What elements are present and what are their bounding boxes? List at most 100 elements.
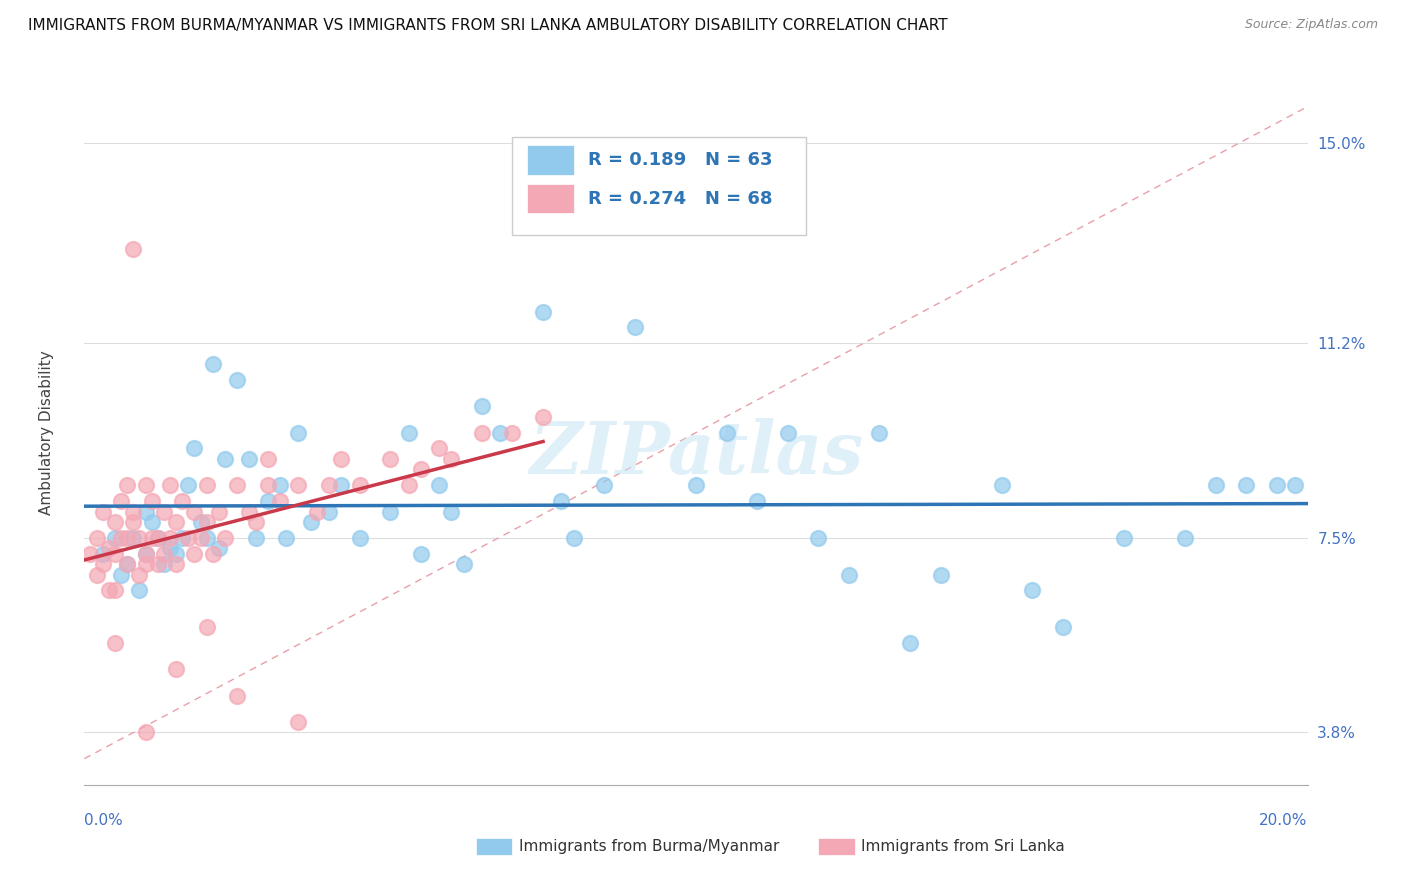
Point [226,373,249,387]
Point [276,531,298,545]
Point [104,636,127,650]
Point [135,547,157,561]
Point [1174,531,1197,545]
FancyBboxPatch shape [527,184,574,213]
Point [453,557,475,571]
Point [238,504,260,518]
Point [440,451,463,466]
Point [165,557,187,571]
Point [135,504,157,518]
Point [624,320,647,334]
Point [226,689,249,703]
Point [349,478,371,492]
Point [97,583,120,598]
Point [122,504,145,518]
Point [226,478,249,492]
Point [195,478,218,492]
Point [269,478,291,492]
Point [195,531,218,545]
Point [177,478,200,492]
FancyBboxPatch shape [475,838,513,855]
Text: Immigrants from Burma/Myanmar: Immigrants from Burma/Myanmar [519,839,779,854]
Text: ZIPatlas: ZIPatlas [529,418,863,489]
Point [898,636,921,650]
FancyBboxPatch shape [527,145,574,175]
Point [427,478,450,492]
Point [716,425,738,440]
Point [427,442,450,456]
Point [245,515,267,529]
Point [991,478,1014,492]
Point [135,478,157,492]
Point [183,442,205,456]
Point [869,425,891,440]
Point [398,478,420,492]
Point [115,478,138,492]
Point [238,451,260,466]
Point [257,451,280,466]
Point [91,547,114,561]
Point [122,242,145,256]
Text: Immigrants from Sri Lanka: Immigrants from Sri Lanka [860,839,1064,854]
Point [245,531,267,545]
Point [929,567,952,582]
Point [380,504,402,518]
Point [201,357,224,371]
Point [685,478,707,492]
Point [489,425,512,440]
Point [440,504,463,518]
Point [159,541,181,556]
FancyBboxPatch shape [513,136,806,235]
Point [330,478,353,492]
Point [502,425,524,440]
Text: 20.0%: 20.0% [1260,814,1308,828]
Point [104,547,127,561]
Point [195,515,218,529]
Point [110,531,132,545]
Point [287,478,309,492]
Point [330,451,353,466]
Text: R = 0.274   N = 68: R = 0.274 N = 68 [588,190,773,208]
Point [110,567,132,582]
Point [128,531,150,545]
Point [1205,478,1227,492]
Point [153,547,176,561]
Point [287,714,309,729]
Point [531,304,554,318]
Point [807,531,830,545]
Text: IMMIGRANTS FROM BURMA/MYANMAR VS IMMIGRANTS FROM SRI LANKA AMBULATORY DISABILITY: IMMIGRANTS FROM BURMA/MYANMAR VS IMMIGRA… [28,18,948,33]
Point [201,547,224,561]
Point [269,494,291,508]
Text: Ambulatory Disability: Ambulatory Disability [39,351,53,515]
Point [190,515,212,529]
Point [146,531,169,545]
Point [1265,478,1288,492]
Text: R = 0.189   N = 63: R = 0.189 N = 63 [588,151,773,169]
Point [177,531,200,545]
Point [104,515,127,529]
Point [165,547,187,561]
Point [776,425,799,440]
Point [91,504,114,518]
Point [122,515,145,529]
Point [287,425,309,440]
Point [562,531,585,545]
Point [214,531,236,545]
Point [183,547,205,561]
Point [305,504,328,518]
Point [97,541,120,556]
Point [79,547,101,561]
Point [141,494,163,508]
Point [141,531,163,545]
Point [172,494,194,508]
Point [91,557,114,571]
Point [115,557,138,571]
Point [838,567,860,582]
Point [110,494,132,508]
Point [190,531,212,545]
Point [550,494,572,508]
Point [409,462,432,476]
Point [349,531,371,545]
Point [1284,478,1306,492]
Point [183,504,205,518]
